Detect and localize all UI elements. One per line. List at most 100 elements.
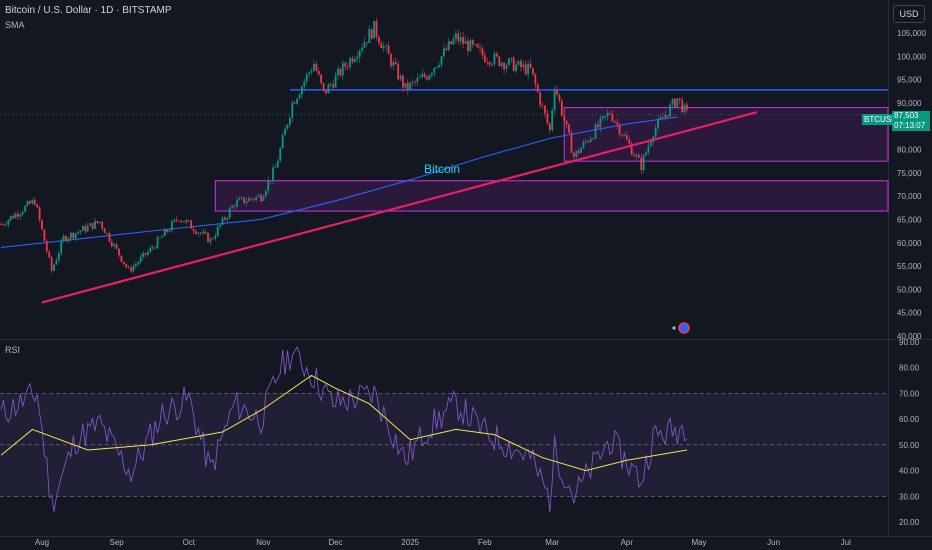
candle-body: [346, 66, 349, 68]
rsi-indicator-label[interactable]: RSI: [5, 345, 21, 355]
candle-body: [476, 44, 479, 48]
candle-body: [592, 138, 595, 140]
candle-body: [101, 221, 104, 229]
candle-body: [546, 113, 549, 124]
price-tick-label: 70,000: [897, 192, 922, 201]
candle-body: [310, 71, 313, 73]
candle-body: [368, 29, 371, 43]
candle-body: [647, 145, 650, 153]
candle-body: [394, 62, 397, 64]
candle-body: [611, 114, 614, 122]
candle-body: [493, 53, 496, 64]
candle-body: [457, 33, 460, 42]
candle-body: [353, 58, 356, 63]
candle-body: [358, 50, 361, 58]
candle-body: [313, 63, 315, 72]
candle-body: [363, 42, 366, 48]
candle-body: [589, 138, 592, 142]
candle-body: [211, 238, 214, 240]
rsi-ma-line: [0, 374, 688, 472]
candle-body: [669, 104, 672, 117]
candle-body: [351, 58, 354, 63]
candle-body: [572, 152, 575, 157]
candle-body: [594, 124, 597, 139]
candle-body: [45, 241, 48, 252]
price-tick-label: 80,000: [897, 146, 922, 155]
candle-body: [606, 113, 609, 117]
candle-body: [556, 89, 558, 95]
time-tick-label: Mar: [545, 538, 559, 547]
candle-body: [79, 230, 82, 232]
candle-body: [267, 180, 270, 191]
candle-body: [575, 150, 578, 157]
candle-body: [385, 45, 388, 47]
candle-body: [426, 76, 428, 80]
candle-body: [187, 220, 190, 222]
supply-demand-zone-1: [214, 180, 889, 212]
candle-body: [524, 64, 527, 75]
candle-body: [625, 135, 628, 140]
candle-body: [378, 37, 380, 44]
candle-body: [9, 216, 12, 220]
rsi-tick-label: 30.00: [899, 492, 920, 501]
candle-body: [414, 81, 416, 83]
price-label-box: BTCUSD 87,503 07:13:07: [862, 111, 930, 131]
candle-body: [471, 40, 474, 45]
candle-body: [536, 84, 539, 93]
candle-body: [464, 40, 467, 44]
candle-body: [159, 237, 161, 239]
candle-body: [195, 231, 197, 234]
candle-body: [298, 94, 301, 99]
candle-body: [21, 212, 24, 215]
candle-body: [262, 196, 265, 202]
candle-body: [527, 63, 530, 75]
candle-body: [19, 214, 22, 217]
price-tick-label: 95,000: [897, 76, 922, 85]
candle-body: [183, 221, 185, 223]
candle-body: [96, 221, 99, 223]
price-tick-label: 105,000: [897, 29, 926, 38]
candle-body: [635, 155, 638, 157]
candle-body: [255, 196, 258, 200]
candle-body: [214, 235, 217, 239]
candle-body: [361, 47, 363, 51]
candle-body: [565, 120, 568, 125]
candle-body: [582, 141, 585, 148]
candle-body: [264, 190, 267, 197]
candle-body: [231, 205, 234, 209]
sma-indicator-label[interactable]: SMA: [5, 20, 25, 30]
candle-body: [399, 75, 402, 80]
candle-body: [678, 98, 681, 100]
candle-body: [418, 77, 421, 78]
candle-body: [344, 63, 347, 67]
candle-body: [469, 40, 472, 52]
rsi-tick-label: 60.00: [899, 415, 920, 424]
candle-body: [423, 74, 426, 77]
candle-body: [12, 216, 15, 219]
candle-body: [115, 244, 118, 249]
time-tick-label: Feb: [478, 538, 492, 547]
currency-button[interactable]: USD: [893, 5, 925, 23]
candle-body: [404, 83, 407, 88]
candle-body: [481, 48, 484, 56]
candle-body: [137, 262, 140, 265]
candle-body: [130, 267, 132, 272]
candle-body: [577, 150, 580, 153]
bar-countdown: 07:13:07: [894, 121, 926, 130]
candle-body: [505, 64, 508, 70]
candle-body: [67, 238, 70, 242]
candle-body: [637, 155, 640, 158]
candle-body: [113, 244, 116, 247]
candle-body: [387, 45, 390, 54]
candle-body: [486, 61, 489, 63]
candle-body: [325, 90, 327, 94]
candle-body: [315, 63, 318, 71]
candle-body: [98, 221, 101, 223]
candle-body: [334, 75, 337, 88]
candle-body: [24, 205, 27, 213]
candle-body: [94, 221, 96, 229]
candle-body: [168, 230, 171, 232]
candle-body: [120, 255, 123, 262]
candle-body: [515, 64, 517, 72]
